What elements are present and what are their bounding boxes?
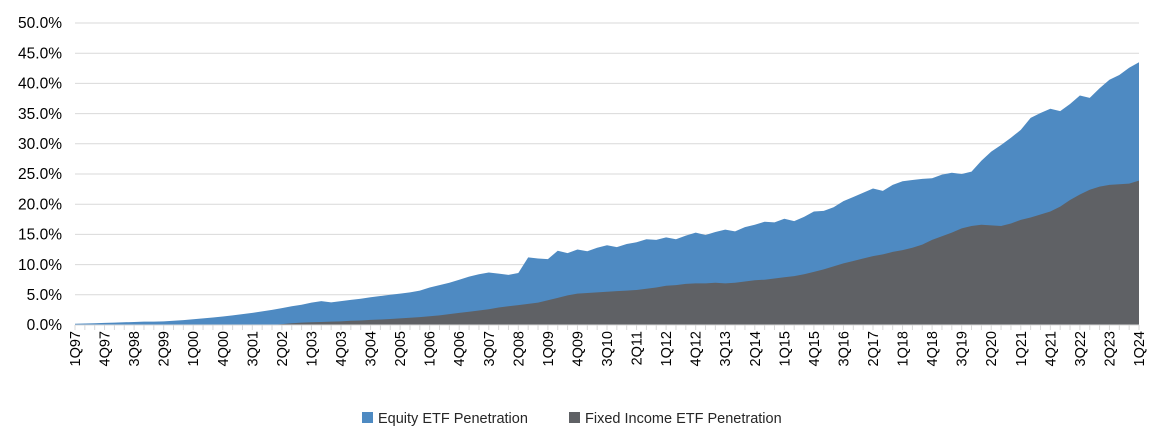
x-axis-tick-label: 2Q08 [511, 331, 527, 366]
area-fixed-income-etf-penetration [75, 180, 1139, 325]
x-axis-tick-label: 2Q17 [866, 331, 882, 366]
x-axis-tick-label: 2Q20 [984, 331, 1000, 366]
x-axis-tick-label: 1Q06 [423, 331, 439, 366]
y-axis-tick-label: 20.0% [18, 196, 62, 213]
x-axis-tick-label: 4Q12 [689, 331, 705, 366]
x-axis-tick-label: 2Q23 [1102, 331, 1118, 366]
y-axis-tick-label: 10.0% [18, 257, 62, 274]
x-axis-tick-label: 3Q04 [364, 331, 380, 366]
x-axis-tick-label: 4Q03 [334, 331, 350, 366]
x-axis-tick-label: 3Q22 [1073, 331, 1089, 366]
y-axis-tick-label: 25.0% [18, 166, 62, 183]
x-axis-tick-label: 1Q18 [896, 331, 912, 366]
x-axis-tick-label: 4Q09 [570, 331, 586, 366]
y-axis-tick-label: 5.0% [27, 287, 63, 304]
x-axis-tick-label: 2Q02 [275, 331, 291, 366]
gridlines [75, 22, 1139, 326]
x-axis-tick-label: 3Q07 [482, 331, 498, 366]
x-axis-labels: 1Q97 4Q97 3Q98 2Q99 1Q00 4Q00 3Q01 2Q02 1Q03 4Q03… [68, 331, 1148, 366]
x-axis-tick-label: 3Q01 [245, 331, 261, 366]
x-axis-tick-label: 1Q09 [541, 331, 557, 366]
x-axis-tick-label: 2Q05 [393, 331, 409, 366]
y-axis-tick-label: 40.0% [18, 76, 62, 93]
legend: Equity ETF Penetration Fixed Income ETF … [362, 411, 782, 427]
x-axis-tick-label: 2Q11 [630, 331, 646, 365]
y-axis-tick-label: 15.0% [18, 227, 62, 244]
y-axis-tick-label: 35.0% [18, 106, 62, 123]
x-axis-tick-label: 2Q14 [748, 331, 764, 366]
legend-swatch-fixed-income [569, 412, 580, 423]
x-axis-tick-label: 2Q99 [157, 331, 173, 366]
y-axis-tick-label: 45.0% [18, 45, 62, 62]
x-axis-tick-label: 1Q21 [1014, 331, 1030, 366]
x-axis-tick-label: 1Q03 [304, 331, 320, 366]
x-axis-tick-label: 3Q10 [600, 331, 616, 366]
legend-swatch-equity [362, 412, 373, 423]
x-axis-tick-label: 4Q15 [807, 331, 823, 366]
x-axis-tick-label: 3Q98 [127, 331, 143, 366]
y-axis-tick-label: 0.0% [27, 317, 63, 334]
x-axis [74, 324, 1140, 330]
x-axis-tick-label: 1Q15 [777, 331, 793, 366]
x-axis-tick-label: 4Q06 [452, 331, 468, 366]
x-axis-tick-label: 4Q18 [925, 331, 941, 366]
area-series [75, 62, 1139, 325]
x-axis-tick-label: 1Q24 [1132, 331, 1148, 366]
y-axis-tick-label: 50.0% [18, 15, 62, 32]
legend-label-fixed-income: Fixed Income ETF Penetration [585, 411, 782, 427]
x-axis-tick-label: 3Q19 [955, 331, 971, 366]
y-axis-labels: 0.0% 5.0% 10.0% 15.0% 20.0% 25.0% 30.0% 35.0% 40… [18, 15, 62, 334]
x-axis-tick-label: 3Q16 [836, 331, 852, 366]
x-axis-tick-label: 4Q00 [216, 331, 232, 366]
x-axis-tick-label: 1Q00 [186, 331, 202, 366]
x-axis-tick-label: 1Q12 [659, 331, 675, 366]
x-axis-tick-label: 3Q13 [718, 331, 734, 366]
x-axis-tick-label: 4Q97 [98, 331, 114, 366]
x-axis-tick-label: 4Q21 [1043, 331, 1059, 366]
x-axis-tick-label: 1Q97 [68, 331, 84, 366]
y-axis-tick-label: 30.0% [18, 136, 62, 153]
legend-label-equity: Equity ETF Penetration [378, 411, 528, 427]
